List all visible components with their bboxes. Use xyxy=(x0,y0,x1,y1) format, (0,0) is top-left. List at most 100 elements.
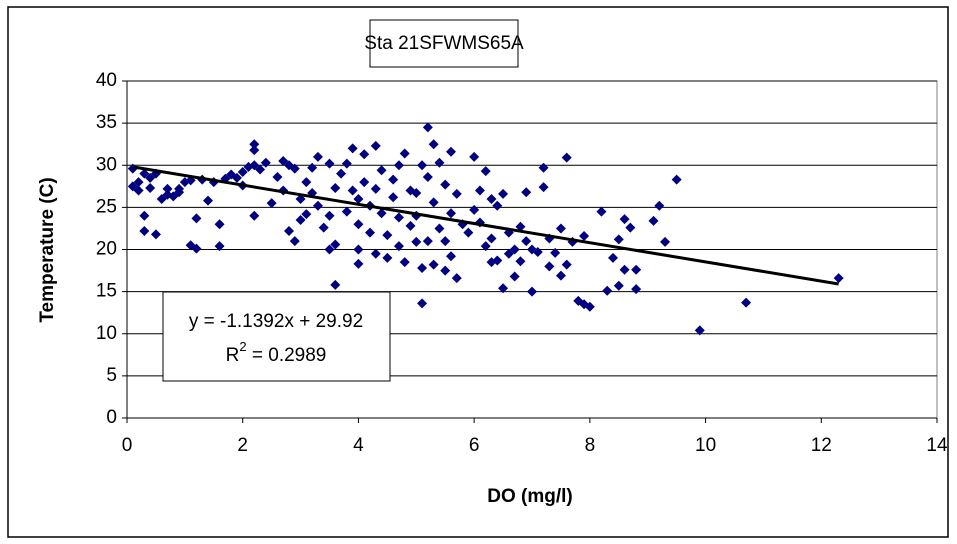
trendline xyxy=(132,165,839,286)
scatter-point xyxy=(631,264,642,275)
scatter-point xyxy=(150,229,161,240)
scatter-point xyxy=(446,146,456,157)
scatter-point xyxy=(417,263,428,274)
x-tick-label: 10 xyxy=(695,435,716,456)
scatter-point xyxy=(440,179,451,190)
scatter-point xyxy=(399,148,410,159)
scatter-point xyxy=(301,177,312,188)
scatter-point xyxy=(203,195,213,206)
scatter-point xyxy=(486,193,497,204)
scatter-point xyxy=(260,157,271,168)
scatter-point xyxy=(249,139,260,150)
scatter-point xyxy=(341,206,352,217)
scatter-point xyxy=(249,145,260,156)
r2-symbol: R xyxy=(226,345,240,366)
scatter-point xyxy=(312,151,323,162)
y-tick-label: 30 xyxy=(96,154,117,175)
marks xyxy=(127,122,844,336)
scatter-point xyxy=(538,162,549,173)
scatter-point xyxy=(393,212,404,223)
scatter-point xyxy=(527,286,537,297)
scatter-point xyxy=(498,188,509,199)
y-tick-label: 40 xyxy=(96,70,117,91)
trend-equation: y = -1.1392x + 29.92 xyxy=(189,311,363,332)
scatter-point xyxy=(451,188,462,199)
scatter-point xyxy=(359,177,370,188)
scatter-point xyxy=(399,257,410,268)
scatter-point xyxy=(382,230,393,241)
scatter-point xyxy=(405,220,416,231)
scatter-point xyxy=(474,185,485,196)
scatter-point xyxy=(393,160,404,171)
scatter-point xyxy=(619,214,630,225)
scatter-point xyxy=(550,247,561,258)
scatter-point xyxy=(341,158,352,169)
scatter-point xyxy=(446,208,456,219)
r2-exponent: 2 xyxy=(239,339,246,354)
scatter-point xyxy=(162,183,173,194)
scatter-point xyxy=(353,258,364,269)
scatter-point xyxy=(330,279,341,290)
scatter-point xyxy=(515,221,526,232)
scatter-point xyxy=(509,244,520,255)
scatter-point xyxy=(469,151,480,162)
scatter-point xyxy=(613,280,624,291)
scatter-point xyxy=(347,143,358,154)
scatter-point xyxy=(521,236,532,247)
scatter-point xyxy=(417,160,428,171)
scatter-point xyxy=(417,298,428,309)
scatter-point xyxy=(353,219,364,230)
scatter-point xyxy=(555,270,566,281)
scatter-point xyxy=(359,149,370,160)
scatter-point xyxy=(145,182,156,193)
scatter-point xyxy=(411,236,422,247)
scatter-point xyxy=(301,209,312,220)
x-tick-label: 2 xyxy=(237,435,248,456)
scatter-point xyxy=(284,225,294,236)
scatter-point xyxy=(353,244,364,255)
scatter-point xyxy=(631,284,642,295)
y-axis-label: Temperature (C) xyxy=(37,177,58,322)
scatter-point xyxy=(608,252,618,263)
scatter-point xyxy=(625,222,636,233)
scatter-point xyxy=(660,236,671,247)
scatter-point xyxy=(318,222,329,233)
scatter-point xyxy=(446,251,456,262)
scatter-point xyxy=(255,164,266,175)
scatter-point xyxy=(463,227,474,238)
scatter-point xyxy=(434,157,445,168)
scatter-point xyxy=(324,210,335,221)
scatter-point xyxy=(191,213,202,224)
scatter-point xyxy=(648,215,659,226)
scatter-point xyxy=(833,273,844,284)
scatter-point xyxy=(741,297,752,308)
scatter-point xyxy=(376,208,387,219)
scatter-point xyxy=(480,241,491,252)
r2-value: = 0.2989 xyxy=(247,345,327,366)
equation-box xyxy=(162,291,391,382)
scatter-point xyxy=(561,259,572,270)
scatter-point xyxy=(370,183,381,194)
scatter-point xyxy=(584,301,595,312)
scatter-point xyxy=(492,200,503,211)
scatter-point xyxy=(295,215,306,226)
scatter-point xyxy=(428,139,439,150)
x-tick-label: 8 xyxy=(585,435,596,456)
scatter-point xyxy=(561,152,572,163)
title-box xyxy=(369,19,519,68)
scatter-point xyxy=(324,244,335,255)
scatter-point xyxy=(521,187,532,198)
scatter-point xyxy=(133,177,144,188)
scatter-point xyxy=(388,174,399,185)
y-tick-label: 0 xyxy=(106,407,117,428)
scatter-point xyxy=(422,122,433,133)
scatter-point xyxy=(347,185,358,196)
y-tick-label: 35 xyxy=(96,112,117,133)
scatter-point xyxy=(515,256,526,267)
y-tick-label: 25 xyxy=(96,196,117,217)
scatter-point xyxy=(671,174,682,185)
x-tick-label: 0 xyxy=(122,435,133,456)
scatter-point xyxy=(139,225,150,236)
x-axis-label: DO (mg/l) xyxy=(487,486,573,507)
x-tick-label: 12 xyxy=(811,435,832,456)
